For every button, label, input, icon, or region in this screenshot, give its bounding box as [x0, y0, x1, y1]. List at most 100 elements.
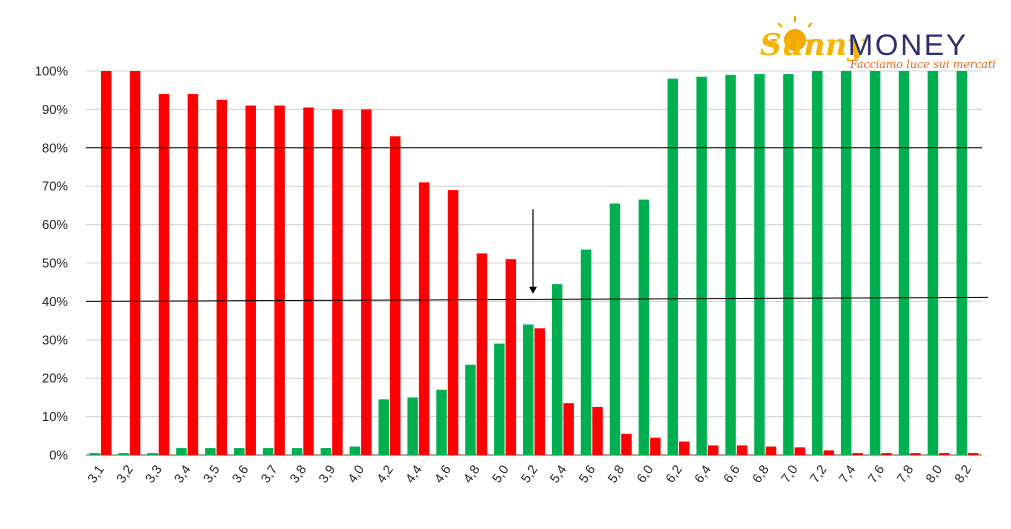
x-tick-label: 4,6 [431, 462, 454, 485]
bar [765, 446, 777, 455]
x-tick-label: 4,0 [344, 462, 367, 485]
bar [89, 453, 100, 455]
x-tick-label: 3,7 [258, 462, 281, 485]
x-tick-label: 7,4 [836, 462, 859, 485]
bar [262, 448, 274, 455]
reference-lines [85, 147, 989, 302]
y-tick-label: 90% [42, 102, 68, 117]
bar [621, 433, 632, 455]
bar [291, 448, 303, 455]
bar [852, 453, 863, 455]
bar [320, 448, 332, 455]
bar [823, 450, 835, 455]
x-tick-label: 5,6 [576, 462, 599, 485]
bar [465, 364, 476, 455]
x-tick-label: 5,0 [489, 462, 512, 485]
x-tick-label: 6,2 [662, 462, 685, 485]
bar [187, 94, 199, 455]
y-tick-label: 20% [42, 371, 68, 386]
bar [118, 453, 129, 455]
bar [927, 71, 939, 455]
bar [147, 453, 158, 455]
bar [332, 109, 343, 456]
bar [650, 437, 661, 455]
y-tick-label: 40% [42, 294, 68, 309]
x-tick-label: 5,2 [518, 462, 541, 485]
y-axis-ticks: 0% 10% 20% 30% 40% 50% 60% 70% 80% 90% 100% [35, 64, 69, 463]
y-tick-label: 100% [35, 64, 69, 79]
y-tick-label: 70% [42, 179, 68, 194]
bar [551, 284, 563, 455]
bar [158, 94, 170, 455]
x-tick-label: 4,2 [373, 462, 396, 485]
logo-tagline: Facciamo luce sui mercati [849, 58, 996, 71]
x-tick-label: 6,8 [749, 462, 772, 485]
bar [869, 71, 881, 455]
x-tick-label: 6,6 [720, 462, 743, 485]
bar [205, 448, 216, 455]
bar [881, 453, 892, 455]
reference-line [85, 296, 989, 302]
bar [910, 453, 921, 455]
bar [840, 71, 852, 455]
bar [754, 74, 765, 456]
bar [534, 328, 545, 455]
logo-sunny: Sunny [760, 28, 867, 63]
x-tick-label: 3,8 [287, 462, 310, 485]
bar [563, 403, 574, 455]
bar [939, 453, 950, 455]
bar [407, 397, 418, 455]
bar [794, 447, 806, 455]
y-tick-label: 30% [42, 332, 68, 347]
bar [812, 71, 823, 455]
x-tick-label: 3,3 [142, 462, 165, 485]
bar [274, 105, 285, 455]
x-tick-label: 3,6 [229, 462, 252, 485]
bar [216, 99, 228, 456]
bar [129, 71, 141, 455]
bar [638, 199, 650, 455]
bar [898, 71, 910, 455]
x-tick-label: 6,4 [691, 462, 714, 485]
bar [736, 445, 748, 455]
bar [303, 107, 314, 455]
bar [505, 259, 517, 455]
bar [245, 105, 256, 455]
bar [667, 78, 679, 456]
bar [956, 71, 968, 455]
x-tick-label: 3,1 [84, 462, 107, 485]
sun-icon [771, 16, 819, 51]
bar [679, 441, 690, 455]
bar [494, 343, 505, 455]
x-tick-label: 3,2 [113, 462, 136, 485]
x-tick-label: 6,0 [633, 462, 656, 485]
x-tick-label: 7,2 [807, 462, 830, 485]
y-tick-label: 0% [49, 448, 68, 463]
x-tick-label: 8,0 [922, 462, 945, 485]
logo-money: MONEY [848, 29, 968, 62]
bar [176, 448, 187, 455]
x-tick-label: 7,6 [865, 462, 888, 485]
x-tick-label: 4,4 [402, 462, 425, 485]
x-tick-label: 4,8 [460, 462, 483, 485]
bar [389, 136, 401, 455]
bar [361, 109, 372, 456]
bar [378, 399, 389, 455]
bar [233, 448, 245, 455]
bar [783, 74, 794, 456]
bar [523, 324, 534, 455]
y-tick-label: 60% [42, 217, 68, 232]
bar [609, 203, 621, 455]
x-tick-label: 3,5 [200, 462, 223, 485]
y-tick-label: 80% [42, 140, 68, 155]
bar [349, 446, 361, 455]
x-tick-label: 8,2 [951, 462, 974, 485]
bar [447, 190, 459, 456]
bar [592, 407, 603, 455]
x-tick-label: 7,8 [894, 462, 917, 485]
bar [418, 182, 430, 456]
x-tick-label: 5,4 [547, 462, 570, 485]
bar [100, 71, 112, 455]
bar [725, 74, 736, 455]
